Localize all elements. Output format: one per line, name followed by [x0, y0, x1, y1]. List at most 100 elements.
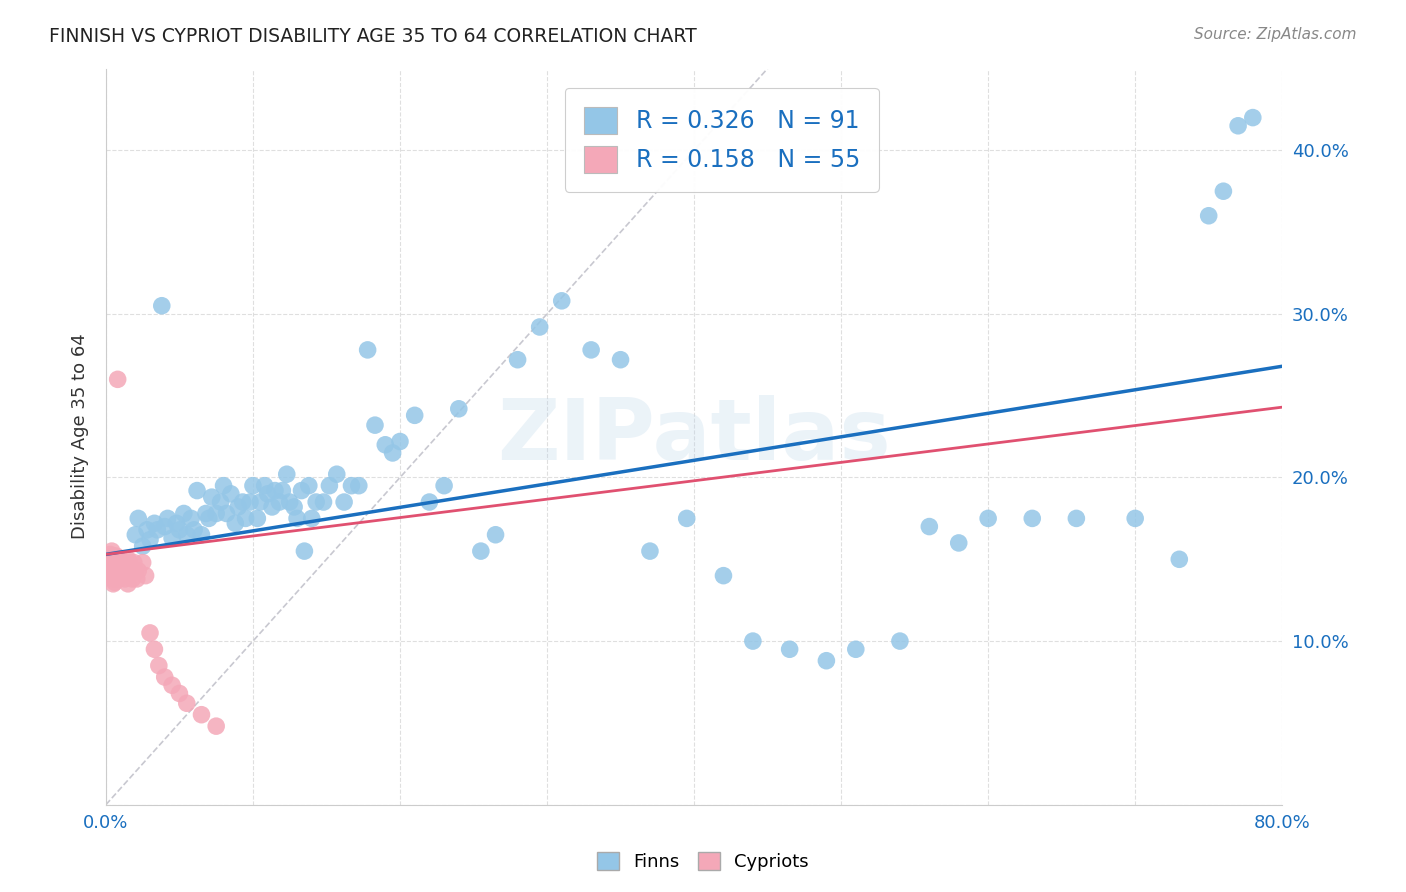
Point	[209, 495, 232, 509]
Point	[127, 511, 149, 525]
Point	[347, 478, 370, 492]
Point	[108, 556, 131, 570]
Point	[153, 519, 176, 533]
Point	[294, 544, 316, 558]
Point	[433, 478, 456, 492]
Point	[1198, 209, 1220, 223]
Point	[112, 568, 135, 582]
Point	[117, 577, 139, 591]
Point	[114, 556, 136, 570]
Point	[285, 511, 308, 525]
Point	[1212, 184, 1234, 198]
Point	[108, 572, 131, 586]
Point	[418, 495, 440, 509]
Point	[262, 500, 284, 514]
Point	[741, 634, 763, 648]
Point	[948, 536, 970, 550]
Point	[298, 478, 321, 492]
Point	[253, 478, 276, 492]
Point	[139, 533, 162, 547]
Point	[333, 495, 356, 509]
Point	[194, 507, 217, 521]
Point	[312, 495, 335, 509]
Text: Source: ZipAtlas.com: Source: ZipAtlas.com	[1194, 27, 1357, 42]
Point	[98, 566, 121, 580]
Point	[104, 552, 127, 566]
Point	[111, 564, 134, 578]
Point	[104, 560, 127, 574]
Point	[131, 539, 153, 553]
Point	[110, 552, 132, 566]
Point	[143, 516, 166, 531]
Point	[98, 556, 121, 570]
Point	[107, 552, 129, 566]
Point	[239, 495, 262, 509]
Point	[107, 372, 129, 386]
Point	[340, 478, 363, 492]
Legend: R = 0.326   N = 91, R = 0.158   N = 55: R = 0.326 N = 91, R = 0.158 N = 55	[565, 87, 879, 192]
Point	[131, 556, 153, 570]
Point	[148, 658, 170, 673]
Point	[918, 519, 941, 533]
Point	[246, 511, 269, 525]
Point	[118, 556, 141, 570]
Point	[110, 568, 132, 582]
Point	[105, 564, 128, 578]
Text: FINNISH VS CYPRIOT DISABILITY AGE 35 TO 64 CORRELATION CHART: FINNISH VS CYPRIOT DISABILITY AGE 35 TO …	[49, 27, 697, 45]
Point	[201, 490, 224, 504]
Point	[124, 527, 146, 541]
Point	[226, 500, 249, 514]
Point	[388, 434, 411, 449]
Point	[98, 548, 121, 562]
Point	[506, 352, 529, 367]
Point	[447, 401, 470, 416]
Point	[173, 507, 195, 521]
Point	[609, 352, 631, 367]
Point	[146, 523, 169, 537]
Point	[290, 483, 312, 498]
Point	[101, 568, 124, 582]
Point	[176, 527, 198, 541]
Point	[215, 507, 238, 521]
Point	[108, 564, 131, 578]
Point	[1241, 111, 1264, 125]
Point	[484, 527, 506, 541]
Point	[326, 467, 349, 482]
Point	[364, 418, 387, 433]
Point	[125, 572, 148, 586]
Point	[283, 500, 305, 514]
Point	[305, 495, 328, 509]
Point	[103, 556, 125, 570]
Point	[101, 558, 124, 572]
Point	[112, 560, 135, 574]
Point	[675, 511, 697, 525]
Point	[127, 564, 149, 578]
Point	[190, 527, 212, 541]
Point	[180, 511, 202, 525]
Point	[122, 556, 145, 570]
Point	[107, 560, 129, 574]
Point	[1123, 511, 1146, 525]
Point	[638, 544, 661, 558]
Point	[278, 495, 301, 509]
Point	[139, 626, 162, 640]
Point	[269, 495, 291, 509]
Point	[235, 511, 257, 525]
Point	[111, 556, 134, 570]
Point	[121, 572, 143, 586]
Point	[103, 564, 125, 578]
Point	[104, 575, 127, 590]
Point	[115, 560, 138, 574]
Legend: Finns, Cypriots: Finns, Cypriots	[591, 845, 815, 879]
Point	[256, 487, 278, 501]
Point	[219, 487, 242, 501]
Point	[242, 478, 264, 492]
Point	[103, 577, 125, 591]
Text: ZIPatlas: ZIPatlas	[498, 395, 891, 478]
Point	[815, 654, 838, 668]
Point	[176, 696, 198, 710]
Point	[136, 523, 159, 537]
Point	[160, 531, 183, 545]
Point	[1021, 511, 1043, 525]
Point	[374, 438, 396, 452]
